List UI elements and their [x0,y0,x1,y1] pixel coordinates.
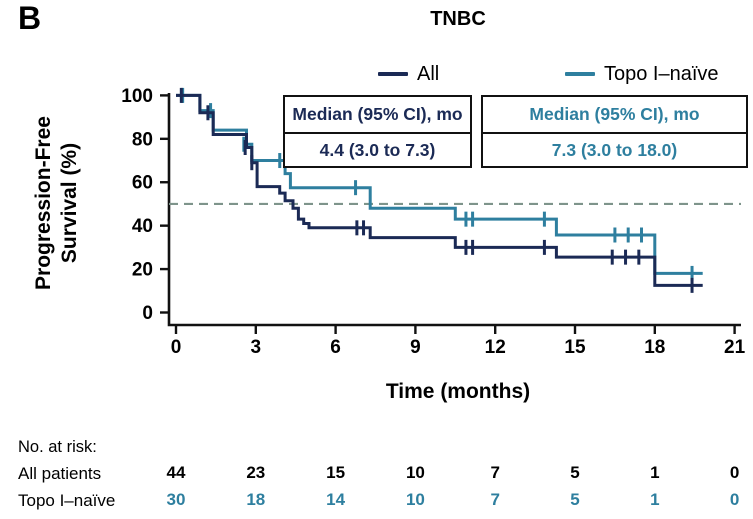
risk-count: 5 [570,463,579,482]
y-tick-label: 80 [132,129,153,150]
risk-count: 23 [246,463,265,482]
y-axis-label-line2: Survival (%) [58,142,81,264]
legend-swatch-topo-naive-icon [565,72,595,76]
median-box-topo-naive-value: 7.3 (3.0 to 18.0) [483,132,746,166]
risk-count: 44 [167,463,186,482]
legend-item-all: All [378,62,439,86]
legend-item-topo-naive: Topo I–naïve [565,62,719,86]
median-box-topo-naive: Median (95% CI), mo 7.3 (3.0 to 18.0) [481,95,748,168]
x-tick-label: 12 [485,337,506,358]
risk-count: 15 [326,463,345,482]
x-tick-label: 3 [251,337,262,358]
x-tick-label: 21 [724,337,746,358]
x-tick-label: 15 [564,337,586,358]
y-tick-label: 20 [132,260,153,281]
legend-swatch-all-icon [378,72,408,76]
risk-count: 10 [406,490,425,509]
y-axis-label-line1: Progression-Free [32,116,55,290]
risk-count: 0 [730,490,739,509]
x-tick-label: 18 [644,337,665,358]
legend-label-topo-naive: Topo I–naïve [604,62,719,85]
median-box-topo-naive-header: Median (95% CI), mo [529,104,700,124]
y-tick-label: 60 [132,173,153,194]
median-box-all: Median (95% CI), mo 4.4 (3.0 to 7.3) [283,95,472,168]
y-tick-label: 0 [142,303,153,324]
risk-count: 7 [490,490,499,509]
y-axis-label: Progression-Free Survival (%) [31,93,83,313]
risk-table-title: No. at risk: [18,438,97,456]
x-tick-label: 0 [171,337,182,358]
x-tick-label: 9 [410,337,421,358]
risk-count: 14 [326,490,345,509]
risk-count: 7 [490,463,499,482]
risk-count: 0 [730,463,739,482]
risk-count: 18 [246,490,265,509]
risk-count: 10 [406,463,425,482]
risk-row-label-all-patients: All patients [18,464,102,483]
risk-count: 30 [167,490,186,509]
x-tick-label: 6 [330,337,341,358]
median-box-all-header: Median (95% CI), mo [292,104,463,124]
legend-label-all: All [417,62,440,85]
axis-lines [167,93,741,327]
y-tick-label: 40 [132,216,153,237]
risk-row-label-topo-naive: Topo I–naïve [18,491,116,510]
risk-count: 5 [570,490,579,509]
risk-count: 1 [650,490,659,509]
y-tick-label: 100 [121,86,153,107]
chart-title: TNBC [430,8,486,30]
panel-label: B [18,0,42,36]
km-curve-all [176,93,703,287]
x-axis-label: Time (months) [385,380,531,403]
median-box-all-value: 4.4 (3.0 to 7.3) [285,132,470,166]
risk-count: 1 [650,463,659,482]
